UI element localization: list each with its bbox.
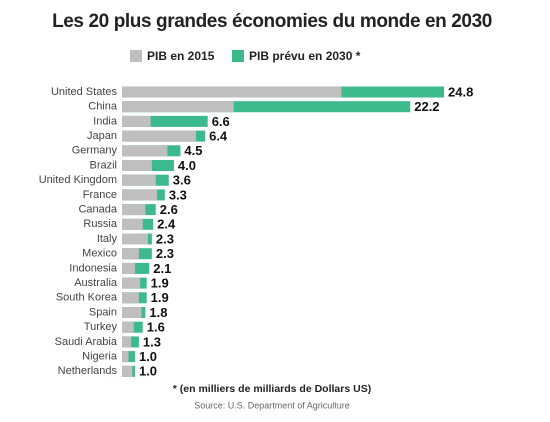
category-label: Italy — [97, 233, 118, 245]
category-label: Turkey — [84, 321, 118, 333]
legend-swatch — [130, 50, 142, 62]
bar — [122, 307, 142, 318]
value-label: 1.0 — [139, 349, 157, 364]
bar — [122, 262, 150, 274]
legend-swatch — [232, 50, 244, 62]
bar — [122, 218, 143, 230]
bar — [122, 189, 158, 201]
value-label: 1.9 — [151, 276, 169, 291]
category-label: Mexico — [82, 248, 117, 260]
category-label: Saudi Arabia — [55, 336, 118, 348]
bar — [122, 130, 197, 142]
bar — [122, 277, 141, 289]
bar — [122, 115, 208, 127]
value-label: 1.6 — [147, 320, 165, 335]
bar — [122, 351, 135, 363]
value-label: 3.6 — [173, 173, 191, 188]
value-label: 1.0 — [139, 364, 157, 379]
category-label: United States — [51, 86, 118, 98]
category-label: Russia — [83, 218, 118, 230]
bar — [122, 321, 134, 333]
value-label: 2.3 — [156, 246, 174, 261]
bar — [122, 233, 148, 245]
bar — [122, 204, 146, 216]
value-label: 2.4 — [157, 217, 176, 232]
bar — [122, 115, 151, 127]
value-label: 2.1 — [153, 261, 171, 276]
value-label: 22.2 — [414, 99, 439, 114]
value-label: 24.8 — [448, 84, 473, 99]
source: Source: U.S. Department of Agriculture — [194, 400, 350, 410]
category-label: Spain — [89, 306, 117, 318]
chart-title: Les 20 plus grandes économies du monde e… — [52, 11, 492, 32]
bar — [122, 101, 411, 113]
category-label: Netherlands — [58, 365, 118, 377]
category-label: South Korea — [56, 292, 118, 304]
category-label: Germany — [72, 145, 118, 157]
category-label: United Kingdom — [39, 174, 117, 186]
value-label: 2.3 — [156, 231, 174, 246]
bar — [122, 336, 132, 348]
bar — [122, 86, 342, 98]
value-label: 1.3 — [143, 334, 161, 349]
bar — [122, 101, 234, 113]
value-label: 1.8 — [149, 305, 167, 320]
legend-label: PIB en 2015 — [147, 49, 215, 63]
bar — [122, 160, 152, 171]
value-label: 3.3 — [169, 187, 187, 202]
value-label: 4.5 — [184, 143, 202, 158]
footnote: * (en milliers de milliards de Dollars U… — [173, 383, 371, 395]
value-label: 4.0 — [178, 158, 196, 173]
category-label: China — [88, 101, 118, 113]
category-label: Indonesia — [69, 262, 118, 274]
category-label: Japan — [87, 130, 117, 142]
value-label: 6.6 — [212, 114, 230, 129]
value-label: 2.6 — [160, 202, 178, 217]
value-label: 1.9 — [151, 290, 169, 305]
category-label: India — [93, 115, 118, 127]
bar — [122, 292, 139, 304]
category-label: Australia — [74, 277, 118, 289]
bar — [122, 262, 135, 274]
category-label: Nigeria — [82, 351, 118, 363]
value-label: 6.4 — [209, 129, 228, 144]
bar — [122, 145, 168, 157]
bar — [122, 351, 129, 363]
category-label: Canada — [78, 204, 117, 216]
bar — [122, 365, 133, 377]
category-label: Brazil — [89, 159, 117, 171]
category-label: France — [83, 189, 117, 201]
legend-label: PIB prévu en 2030 * — [249, 49, 361, 63]
bar — [122, 248, 139, 260]
bar — [122, 174, 156, 186]
